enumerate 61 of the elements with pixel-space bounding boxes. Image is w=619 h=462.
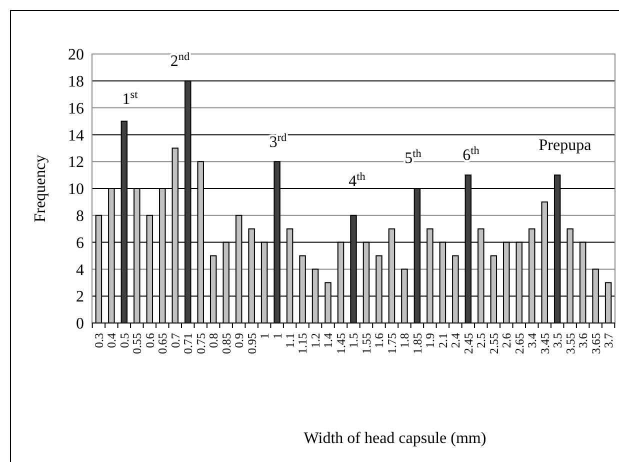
y-tick-label: 8 bbox=[76, 208, 84, 225]
x-tick-label: 0.55 bbox=[130, 333, 144, 354]
y-tick-label: 12 bbox=[68, 154, 84, 172]
x-tick-label: 0.5 bbox=[117, 333, 132, 348]
x-tick-label: 2.6 bbox=[500, 333, 514, 348]
x-axis-title: Width of head capsule (mm) bbox=[304, 430, 486, 447]
x-tick-label: 1.55 bbox=[359, 333, 374, 354]
annotation: 5$^{th}$ bbox=[404, 148, 422, 167]
x-tick-label: 1.5 bbox=[346, 333, 361, 348]
x-tick-label: 0.4 bbox=[104, 333, 119, 348]
x-tick-label: 1.15 bbox=[296, 333, 310, 354]
x-tick-label: 2.4 bbox=[448, 333, 463, 348]
y-tick-label: 14 bbox=[68, 127, 84, 144]
x-tick-label: 1.85 bbox=[410, 333, 424, 354]
y-tick-label: 16 bbox=[68, 100, 84, 118]
x-tick-label: 0.3 bbox=[92, 333, 106, 348]
x-tick-label: 1.1 bbox=[282, 333, 297, 348]
x-tick-label: 0.71 bbox=[181, 333, 196, 354]
x-tick-label: 1.45 bbox=[334, 333, 348, 354]
x-tick-label: 0.8 bbox=[206, 333, 221, 348]
x-tick-label: 1.6 bbox=[372, 333, 386, 348]
y-tick-label: 18 bbox=[68, 74, 84, 90]
x-tick-label: 3.6 bbox=[576, 333, 590, 348]
x-tick-label: 2.65 bbox=[512, 333, 526, 354]
annotation: 3$^{rd}$ bbox=[269, 132, 288, 151]
x-tick-label: 1.4 bbox=[321, 333, 336, 348]
x-tick-label: 2.1 bbox=[436, 333, 450, 348]
y-tick-label: 2 bbox=[76, 288, 84, 306]
x-tick-label: 1 bbox=[270, 333, 284, 339]
annotation: 6$^{th}$ bbox=[462, 145, 480, 164]
y-tick-label: 6 bbox=[76, 234, 84, 252]
y-axis-title: Frequency bbox=[32, 154, 49, 222]
y-tick-label: 4 bbox=[76, 262, 84, 279]
x-tick-label: 3.7 bbox=[602, 333, 616, 348]
x-tick-label: 0.7 bbox=[168, 333, 182, 348]
x-tick-label: 1.2 bbox=[308, 333, 322, 348]
x-tick-label: 3.55 bbox=[563, 333, 578, 354]
annotation: 1$^{st}$ bbox=[122, 89, 139, 108]
x-tick-label: 0.85 bbox=[219, 333, 234, 354]
x-tick-label: 0.9 bbox=[232, 333, 246, 348]
x-tick-label: 1.75 bbox=[384, 333, 399, 354]
x-tick-label: 2.5 bbox=[474, 333, 488, 348]
x-tick-label: 1.8 bbox=[398, 333, 412, 348]
x-tick-label: 0.65 bbox=[156, 333, 170, 354]
x-tick-label: 2.55 bbox=[486, 333, 501, 354]
x-tick-label: 3.65 bbox=[588, 333, 603, 354]
x-tick-label: 1.9 bbox=[423, 333, 438, 348]
x-tick-label: 3.45 bbox=[538, 333, 552, 354]
x-tick-label: 3.4 bbox=[525, 333, 540, 348]
annotation: Prepupa bbox=[538, 137, 592, 154]
x-tick-label: 0.6 bbox=[142, 333, 157, 348]
x-tick-label: 0.95 bbox=[244, 333, 259, 354]
x-tick-label: 1 bbox=[258, 333, 272, 339]
y-tick-label: 20 bbox=[68, 46, 84, 64]
y-tick-label: 10 bbox=[68, 181, 84, 198]
annotation: 4$^{th}$ bbox=[348, 171, 366, 190]
x-tick-label: 0.75 bbox=[194, 333, 208, 354]
x-tick-label: 2.45 bbox=[461, 333, 476, 354]
y-tick-label: 0 bbox=[76, 316, 84, 333]
x-tick-label: 3.5 bbox=[550, 333, 565, 348]
annotation: 2$^{nd}$ bbox=[170, 51, 190, 70]
